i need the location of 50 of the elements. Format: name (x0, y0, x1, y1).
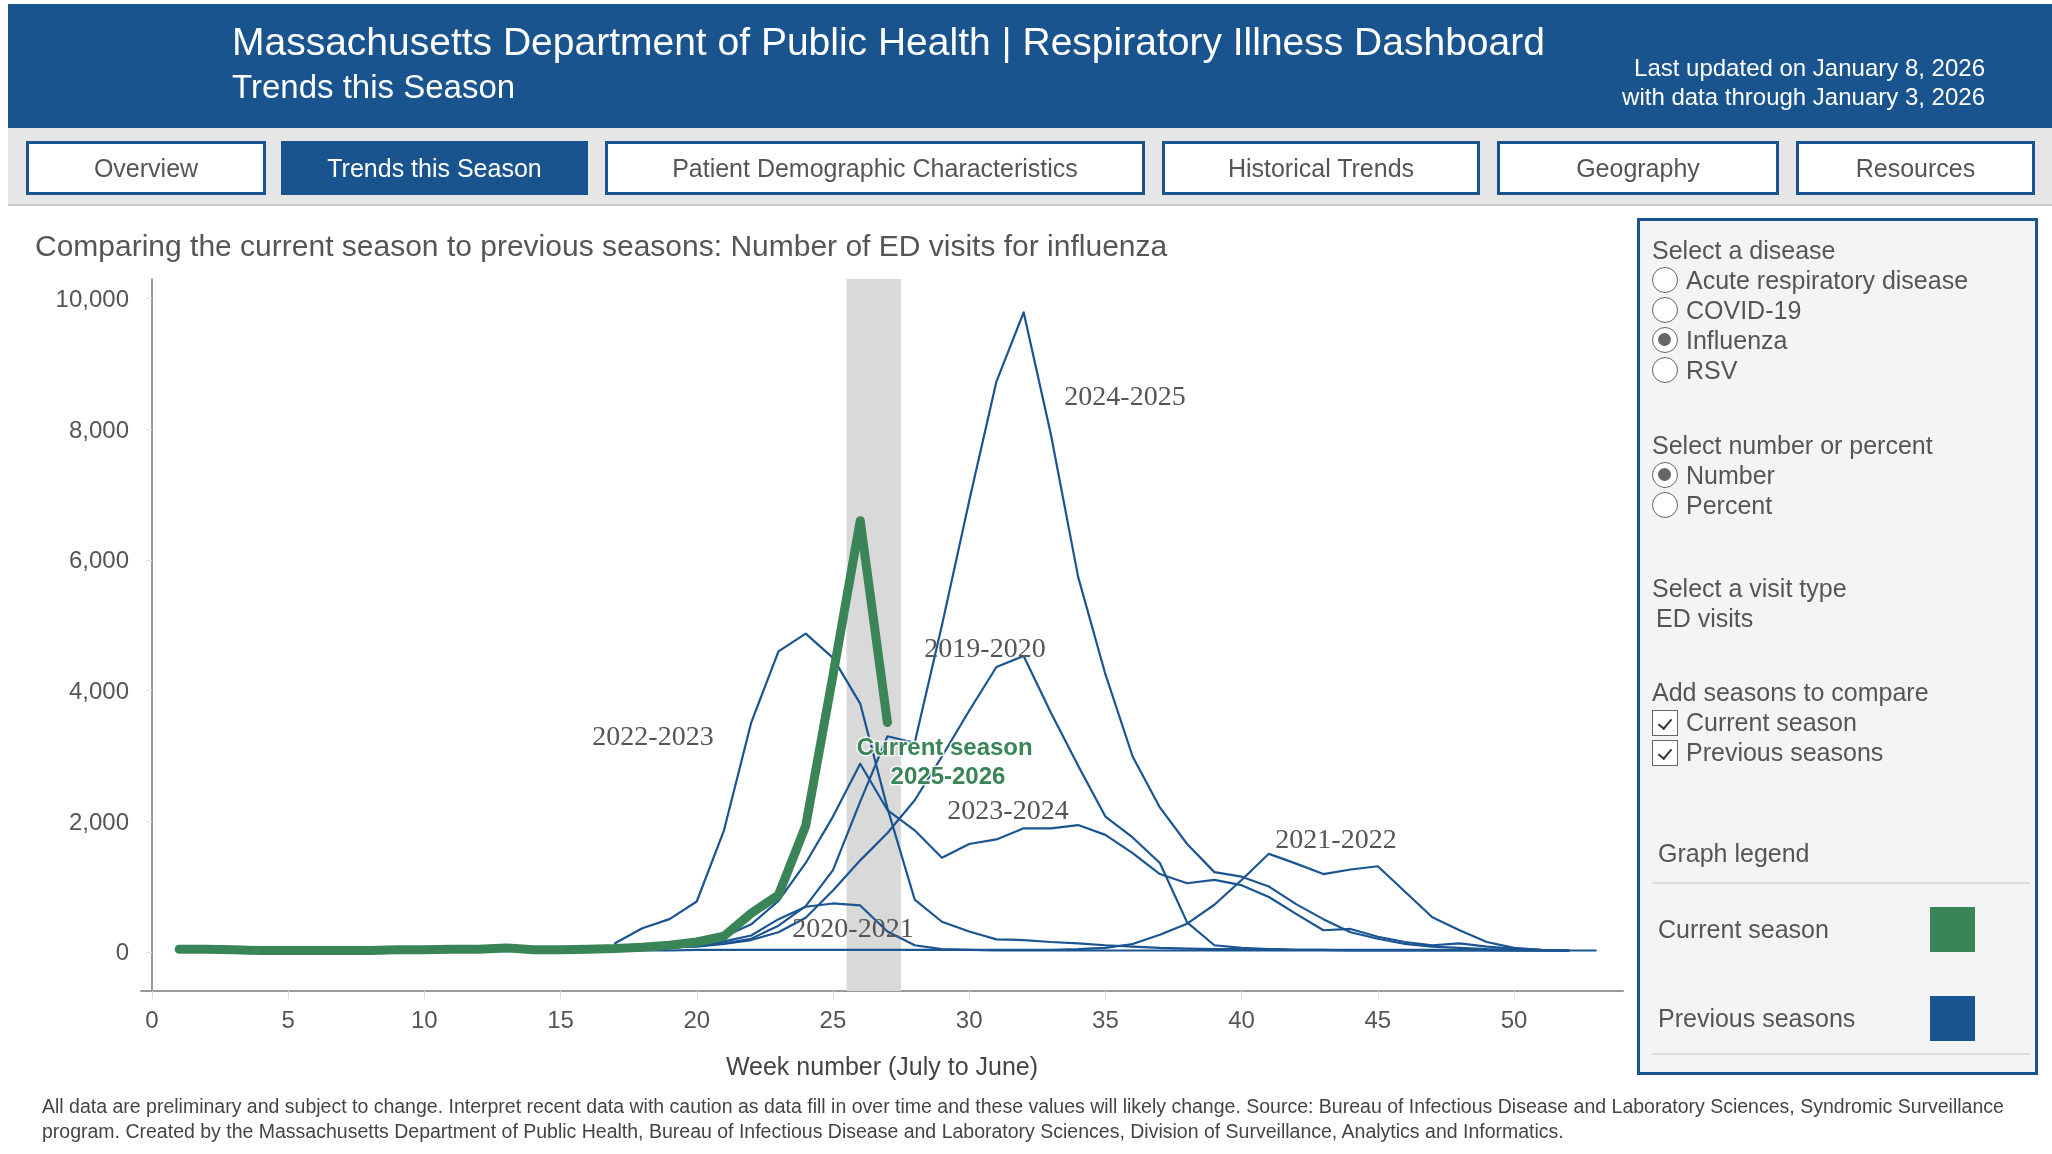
text: Select a disease (1652, 235, 1836, 265)
x-tick-label: 45 (1364, 1005, 1392, 1033)
x-tick-label: 35 (1092, 1005, 1119, 1033)
text: All data are preliminary and subject to change. Interpret recent data with caution as data fill in over time and these values will likely change. Source: Bureau of Infectious Disease and Laboratory Sciences, Syndromic Surveillance program. Created by the Massachusetts Department of Public Health, Bureau of Infectious Disease and Laboratory Sciences, Division of Surveillance, Analytics and Informatics. (42, 1094, 2005, 1144)
x-tick-label: 25 (819, 1005, 847, 1033)
text: ED visits (1656, 603, 1754, 633)
chart-title: Comparing the current season to previous seasons: Number of ED visits for influenza (35, 228, 1168, 262)
y-tick-label: 4,000 (68, 677, 129, 705)
text: Last updated on January 8, 2026 (1634, 54, 1985, 82)
x-axis-title: Week number (July to June) (725, 1051, 1039, 1080)
y-tick-label: 0 (115, 938, 129, 966)
y-tick-label: 2,000 (68, 807, 129, 835)
text: Previous seasons (1658, 1003, 1856, 1033)
text: Percent (1686, 490, 1773, 520)
x-tick-label: 10 (410, 1005, 438, 1033)
category-label: Historical Trends (1162, 141, 1480, 195)
x-tick-label: 15 (547, 1005, 574, 1033)
text: Current season (1658, 914, 1829, 944)
y-tick-label: 6,000 (68, 546, 129, 574)
text: Current season (1686, 707, 1857, 737)
series-label: 2023-2024 (947, 793, 1069, 825)
text: Select number or percent (1652, 430, 1933, 460)
category-label: Overview (26, 141, 266, 195)
series-label: 2024-2025 (1064, 379, 1186, 411)
series-label: 2022-2023 (592, 719, 714, 751)
text: with data through January 3, 2026 (1622, 83, 1985, 111)
category-label: Resources (1796, 141, 2035, 195)
x-tick-label: 30 (955, 1005, 983, 1033)
category-label: Geography (1497, 141, 1779, 195)
text: Massachusetts Department of Public Health | Respiratory Illness Dashboard (232, 20, 1545, 64)
text: Trends this Season (232, 68, 516, 106)
text: Add seasons to compare (1652, 677, 1929, 707)
y-tick-label: 8,000 (68, 415, 129, 443)
x-tick-label: 5 (281, 1005, 295, 1033)
category-label: Trends this Season (281, 141, 588, 195)
text: Influenza (1686, 325, 1788, 355)
x-tick-label: 0 (145, 1005, 159, 1033)
text: RSV (1686, 355, 1738, 385)
text: Acute respiratory disease (1686, 265, 1969, 295)
text: Number (1686, 460, 1775, 490)
category-label: Patient Demographic Characteristics (605, 141, 1145, 195)
series-label: 2021-2022 (1275, 822, 1397, 854)
text: Select a visit type (1652, 573, 1847, 603)
x-tick-label: 40 (1228, 1005, 1255, 1033)
text: COVID-19 (1686, 295, 1802, 325)
x-tick-label: 50 (1500, 1005, 1528, 1033)
y-tick-label: 10,000 (55, 285, 129, 313)
text: Graph legend (1658, 838, 1810, 868)
x-tick-label: 20 (683, 1005, 711, 1033)
text: Previous seasons (1686, 737, 1884, 767)
